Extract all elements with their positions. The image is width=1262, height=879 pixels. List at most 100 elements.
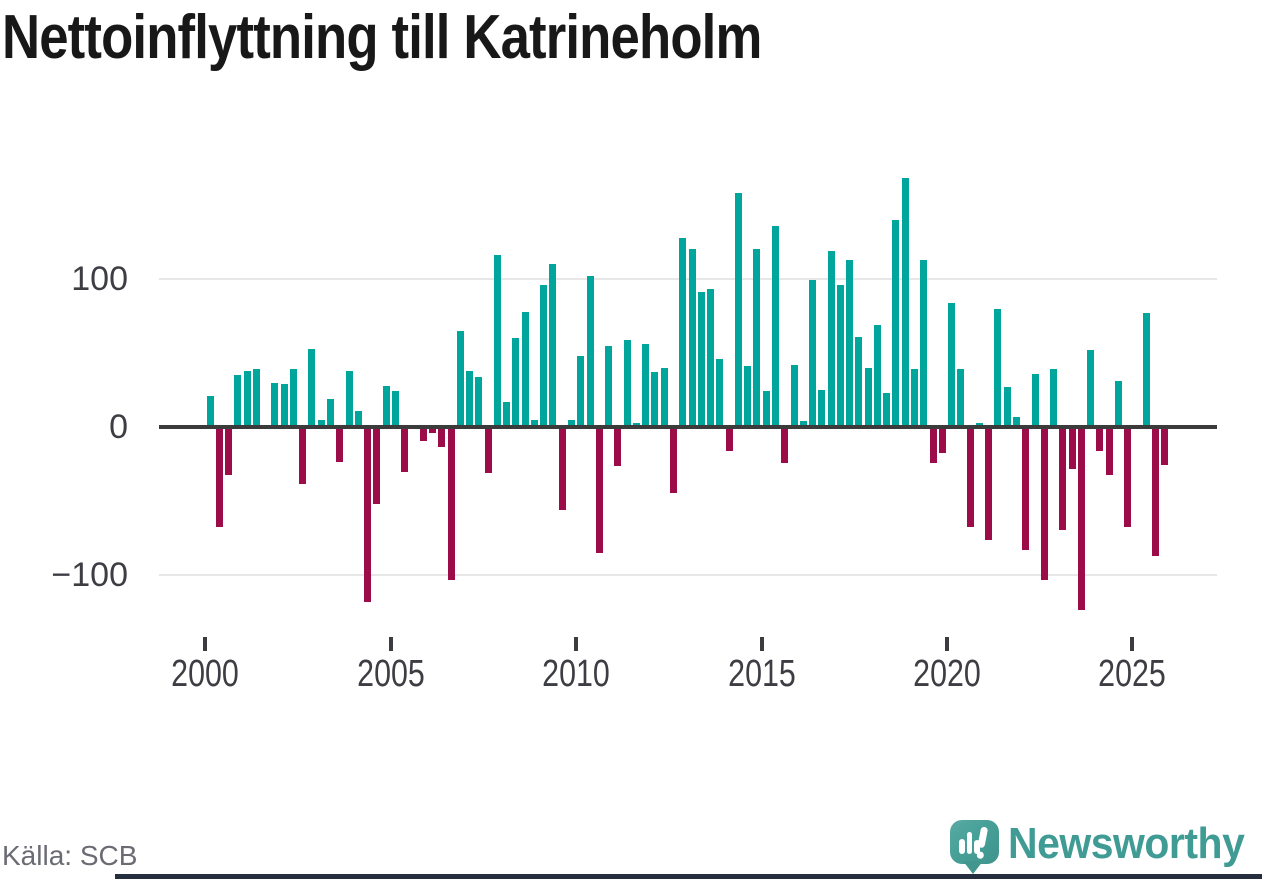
bar-2002Q4 [308, 348, 316, 427]
bar-2017Q1 [836, 284, 844, 427]
bar-2008Q3 [521, 311, 529, 427]
bar-2005Q1 [391, 391, 399, 427]
bar-2022Q2 [1031, 373, 1039, 427]
newsworthy-speech-bubble-barchart-icon [950, 820, 999, 864]
bar-2020Q2 [957, 369, 965, 427]
x-tick-label-2005: 2005 [356, 653, 425, 695]
bar-2015Q3 [781, 429, 789, 464]
bar-2025Q3 [1152, 429, 1160, 557]
bar-2023Q3 [1077, 429, 1085, 610]
bar-2015Q2 [771, 225, 779, 427]
bar-2009Q4 [568, 419, 576, 427]
bar-2009Q1 [540, 284, 548, 427]
bar-2014Q1 [725, 429, 733, 452]
bar-2011Q3 [632, 422, 640, 427]
bar-2000Q4 [234, 375, 242, 427]
bar-2019Q4 [938, 429, 946, 453]
bar-2004Q2 [364, 429, 372, 603]
bar-2023Q4 [1087, 350, 1095, 427]
bar-2020Q3 [966, 429, 974, 527]
bar-2019Q1 [911, 369, 919, 427]
bar-2003Q3 [336, 429, 344, 462]
bar-2007Q4 [493, 255, 501, 427]
bar-2019Q3 [929, 429, 937, 464]
bar-2012Q1 [651, 372, 659, 427]
bar-2003Q4 [345, 370, 353, 427]
bar-2007Q3 [484, 429, 492, 474]
bar-2009Q2 [549, 264, 557, 427]
bar-2013Q1 [688, 249, 696, 427]
x-tick-label-2000: 2000 [171, 653, 240, 695]
bar-2012Q4 [679, 237, 687, 427]
footer-accent-bar [115, 874, 1262, 879]
bar-2008Q1 [503, 401, 511, 427]
bar-2021Q2 [994, 308, 1002, 427]
chart-title: Nettoinflyttning till Katrineholm [2, 3, 762, 72]
bar-2022Q4 [1050, 369, 1058, 427]
bar-2003Q2 [327, 398, 334, 427]
bar-2015Q1 [762, 391, 770, 427]
bar-2000Q3 [225, 429, 233, 475]
bar-2012Q2 [660, 367, 668, 427]
bar-2024Q1 [1096, 429, 1104, 452]
y-tick-label-100: 100 [71, 260, 128, 298]
bar-2000Q2 [215, 429, 223, 527]
bar-2006Q2 [438, 429, 446, 447]
bar-2010Q1 [577, 355, 585, 427]
speech-bubble-tail [963, 861, 983, 874]
bar-2022Q1 [1022, 429, 1030, 551]
bar-2013Q2 [697, 292, 705, 427]
bar-2004Q1 [354, 410, 362, 427]
bar-2018Q4 [901, 178, 909, 427]
bar-2024Q4 [1124, 429, 1132, 527]
bar-2001Q2 [252, 369, 260, 427]
bar-2016Q3 [818, 390, 826, 427]
bar-2014Q4 [753, 249, 761, 427]
bar-2017Q3 [855, 336, 863, 427]
bar-2009Q3 [558, 429, 566, 511]
x-tick-label-2015: 2015 [727, 653, 796, 695]
bar-2020Q1 [948, 302, 956, 427]
bar-2003Q1 [317, 419, 325, 427]
bar-2022Q3 [1040, 429, 1048, 580]
y-tick-label-0: 0 [109, 408, 128, 446]
bar-2006Q4 [456, 330, 464, 427]
gridline--100 [159, 574, 1217, 576]
zero-line [159, 425, 1217, 429]
bar-2005Q2 [401, 429, 409, 472]
bar-2006Q1 [428, 429, 436, 434]
bar-2024Q3 [1114, 381, 1122, 427]
bar-2010Q2 [586, 276, 594, 427]
x-tick-2015 [759, 637, 764, 651]
bar-2002Q2 [289, 369, 297, 427]
x-tick-2025 [1130, 637, 1135, 651]
bar-2024Q2 [1105, 429, 1113, 475]
bar-2004Q3 [373, 429, 381, 505]
bar-2021Q4 [1012, 416, 1020, 427]
x-tick-2020 [944, 637, 949, 651]
bar-2016Q1 [799, 421, 807, 427]
bar-2010Q3 [595, 429, 603, 554]
bar-2014Q2 [734, 193, 742, 427]
bar-2010Q4 [605, 345, 613, 427]
bar-2011Q4 [642, 344, 650, 427]
bar-2002Q3 [299, 429, 307, 484]
bar-2001Q1 [243, 370, 251, 427]
bar-2015Q4 [790, 364, 798, 427]
bar-2017Q2 [846, 259, 854, 427]
bar-2019Q2 [920, 259, 928, 427]
newsworthy-wordmark: Newsworthy [1008, 819, 1245, 868]
bar-2018Q3 [892, 219, 900, 427]
bar-2025Q2 [1142, 313, 1150, 427]
bar-2023Q2 [1068, 429, 1076, 469]
bar-2008Q2 [512, 338, 520, 427]
x-tick-label-2010: 2010 [542, 653, 610, 695]
bar-2018Q2 [883, 392, 891, 427]
y-tick-label--100: −100 [51, 556, 128, 594]
x-tick-2005 [388, 637, 393, 651]
bar-2002Q1 [280, 384, 288, 427]
newsworthy-logo: Newsworthy [948, 817, 1262, 877]
bar-2006Q3 [447, 429, 455, 580]
logo-bar-icon [959, 839, 965, 854]
